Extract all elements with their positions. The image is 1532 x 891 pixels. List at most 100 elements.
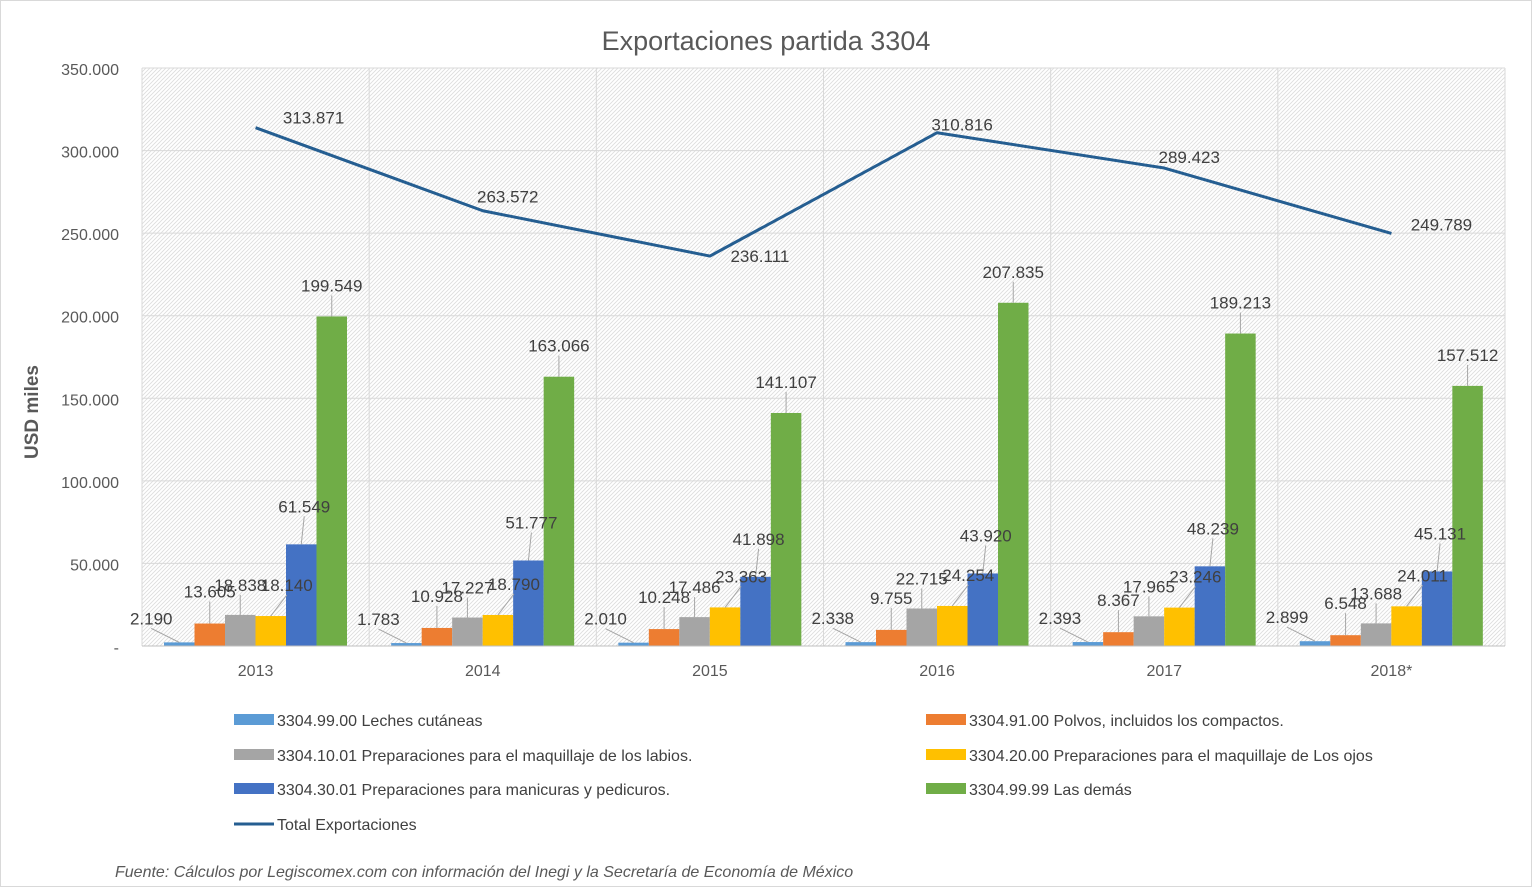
- bar-2-5: [1360, 623, 1392, 646]
- bar-3-2: [709, 607, 741, 646]
- bar-3-4: [1164, 607, 1195, 646]
- gridlines: [141, 67, 1506, 646]
- data-label: 17.227: [441, 579, 493, 598]
- data-label: 22.715: [896, 569, 948, 588]
- data-label: 157.512: [1437, 346, 1498, 365]
- bar-0-0: [164, 642, 195, 646]
- data-label: 189.213: [1210, 294, 1271, 313]
- y-tick-label: -: [114, 640, 119, 657]
- data-label: 199.549: [301, 276, 362, 295]
- data-label: 1.783: [357, 610, 400, 629]
- data-label: 24.011: [1397, 566, 1448, 585]
- leader-line: [1209, 538, 1214, 567]
- bar-4-4: [1194, 566, 1226, 646]
- legend-label: 3304.91.00 Polvos, incluidos los compact…: [969, 713, 1284, 730]
- bar-1-5: [1330, 635, 1361, 646]
- bar-4-2: [740, 576, 771, 646]
- x-tick-label: 2015: [692, 663, 728, 680]
- data-label: 17.965: [1123, 577, 1175, 596]
- source-note: Fuente: Cálculos por Legiscomex.com con …: [115, 864, 853, 881]
- legend-label: 3304.99.00 Leches cutáneas: [277, 713, 483, 730]
- leader-line: [982, 545, 987, 574]
- leader-line: [755, 548, 760, 577]
- bar-5-4: [1225, 333, 1256, 646]
- data-label: 10.928: [411, 587, 463, 606]
- data-label: 6.548: [1324, 594, 1367, 613]
- bar-2-1: [452, 617, 483, 646]
- leader-line: [1406, 585, 1423, 607]
- data-label: 51.777: [505, 513, 557, 532]
- bar-2-4: [1133, 616, 1165, 646]
- data-label: 61.549: [278, 497, 330, 516]
- total-data-label: 313.871: [283, 109, 344, 128]
- data-label: 8.367: [1097, 591, 1140, 610]
- leader-line: [497, 593, 515, 616]
- leader-line: [832, 627, 861, 643]
- bar-5-3: [998, 302, 1029, 646]
- total-line: [255, 126, 1392, 258]
- data-label: 10.248: [638, 588, 690, 607]
- leader-line: [724, 586, 742, 608]
- leader-line: [1436, 543, 1441, 572]
- y-tick-label: 200.000: [61, 310, 119, 327]
- data-label: 48.239: [1187, 519, 1239, 538]
- legend: 3304.99.00 Leches cutáneas 3304.91.00 Pol…: [234, 713, 1373, 834]
- bar-5-2: [770, 412, 802, 646]
- bar-2-2: [679, 617, 710, 646]
- bar-1-2: [648, 629, 680, 646]
- bar-4-5: [1421, 571, 1453, 646]
- legend-label: Total Exportaciones: [277, 817, 417, 834]
- data-label: 13.688: [1350, 584, 1402, 603]
- data-label: 45.131: [1414, 524, 1466, 543]
- bar-3-5: [1391, 606, 1422, 646]
- data-label: 18.790: [488, 575, 540, 594]
- data-label: 23.246: [1169, 568, 1221, 587]
- leader-lines: [151, 281, 1469, 644]
- bar-3-0: [255, 616, 286, 646]
- leader-line: [605, 628, 634, 644]
- bar-1-4: [1103, 632, 1134, 646]
- legend-label: 3304.99.99 Las demás: [969, 782, 1132, 799]
- bar-5-0: [316, 316, 347, 646]
- x-tick-label: 2018*: [1371, 663, 1413, 680]
- data-label: 2.899: [1266, 608, 1309, 627]
- legend-label: 3304.10.01 Preparaciones para el maquill…: [277, 748, 692, 765]
- legend-swatch: [234, 749, 274, 760]
- total-line-layer: [255, 126, 1392, 258]
- data-label: 2.393: [1039, 609, 1082, 628]
- data-label: 163.066: [528, 337, 589, 356]
- data-label: 18.140: [261, 576, 313, 595]
- leader-line: [300, 516, 305, 545]
- data-label: 141.107: [755, 373, 816, 392]
- bar-4-3: [967, 573, 998, 646]
- bar-0-2: [618, 642, 649, 646]
- total-data-label: 236.111: [730, 247, 789, 266]
- bar-3-1: [482, 614, 514, 646]
- data-label: 24.254: [942, 566, 994, 585]
- data-label: 9.755: [870, 589, 913, 608]
- leader-line: [527, 532, 532, 561]
- bar-1-3: [876, 629, 907, 646]
- data-label: 43.920: [960, 526, 1012, 545]
- legend-swatch: [234, 783, 274, 794]
- bar-0-5: [1299, 641, 1331, 646]
- data-label: 2.338: [811, 609, 854, 628]
- legend-label: 3304.30.01 Preparaciones para manicuras …: [277, 782, 670, 799]
- bar-0-4: [1072, 642, 1104, 646]
- bar-1-0: [194, 623, 225, 646]
- leader-line: [151, 627, 180, 643]
- legend-swatch: [926, 714, 966, 725]
- x-tick-label: 2017: [1146, 663, 1182, 680]
- bar-0-3: [845, 642, 876, 646]
- bar-5-1: [543, 376, 575, 646]
- y-tick-label: 100.000: [61, 475, 119, 492]
- legend-swatch: [234, 714, 274, 725]
- bar-0-1: [391, 643, 422, 646]
- y-tick-label: 250.000: [61, 227, 119, 244]
- leader-line: [1059, 627, 1089, 643]
- x-tick-label: 2016: [919, 663, 955, 680]
- y-tick-label: 50.000: [70, 557, 119, 574]
- bar-1-1: [421, 627, 453, 646]
